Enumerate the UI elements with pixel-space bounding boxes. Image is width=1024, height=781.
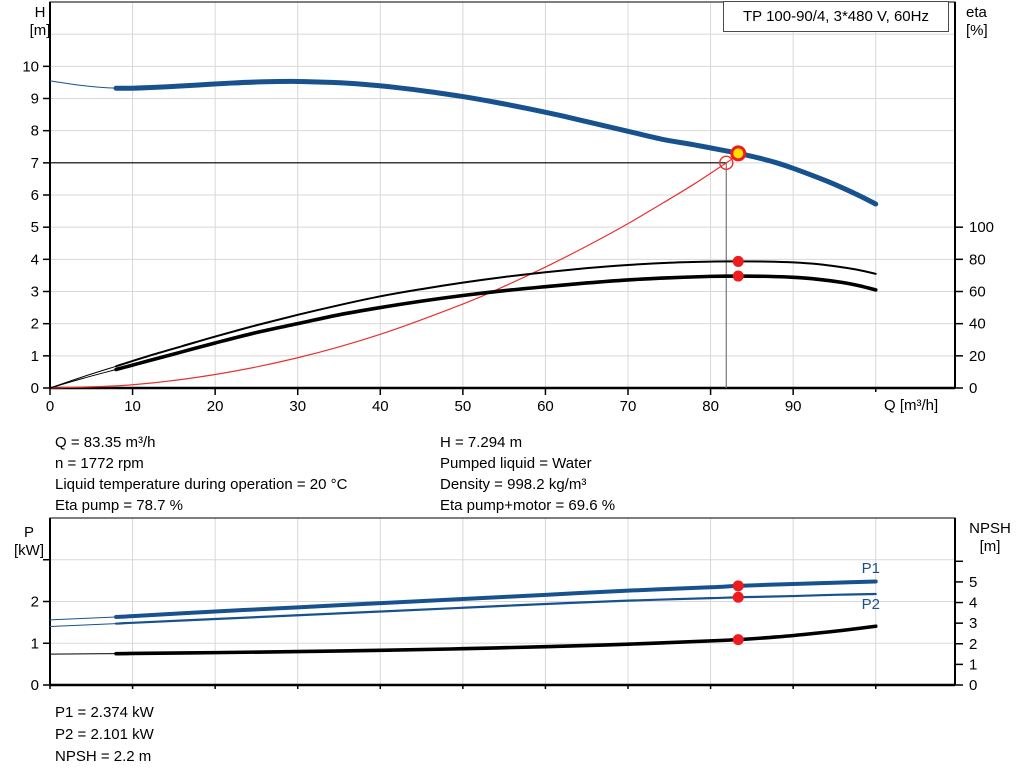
- svg-text:60: 60: [537, 398, 554, 415]
- eta-pump-curve: [115, 260, 877, 368]
- pump-title: TP 100-90/4, 3*480 V, 60Hz: [743, 8, 929, 25]
- svg-text:70: 70: [620, 398, 637, 415]
- svg-text:90: 90: [785, 398, 802, 415]
- svg-text:7: 7: [31, 155, 39, 172]
- head-axis-label: H [m]: [18, 4, 62, 40]
- npsh-point-marker[interactable]: [732, 634, 744, 646]
- pumped-liquid-line: Pumped liquid = Water: [440, 455, 592, 472]
- svg-text:5: 5: [969, 574, 977, 591]
- svg-text:80: 80: [969, 251, 986, 268]
- gridlines: [50, 518, 955, 685]
- p1-point-marker[interactable]: [732, 580, 744, 592]
- power-axis-unit: [kW]: [14, 542, 44, 559]
- eta-axis-unit: [%]: [966, 22, 988, 39]
- operating-data-right: H = 7.294 m Pumped liquid = Water Densit…: [440, 432, 615, 516]
- svg-text:40: 40: [969, 316, 986, 333]
- svg-text:30: 30: [289, 398, 306, 415]
- eta-pump-motor-curve: [114, 274, 878, 372]
- results-block: P1 = 2.374 kW P2 = 2.101 kW NPSH = 2.2 m: [55, 702, 154, 768]
- p1-power-curve: [114, 579, 878, 619]
- p2-value-line: P2 = 2.101 kW: [55, 726, 154, 743]
- head-axis-unit: [m]: [29, 22, 51, 39]
- svg-text:6: 6: [31, 187, 39, 204]
- svg-text:8: 8: [31, 123, 39, 140]
- svg-text:3: 3: [969, 615, 977, 632]
- svg-text:0: 0: [969, 380, 977, 397]
- tick-labels: 0 1 2 0 1 2 3 4 5: [31, 559, 977, 694]
- p2-point-marker[interactable]: [732, 591, 744, 603]
- svg-text:0: 0: [31, 677, 39, 694]
- eta-axis-symbol: eta: [966, 4, 987, 21]
- svg-text:3: 3: [31, 284, 39, 301]
- power-npsh-chart: P1 P2 0 1 2 0 1 2 3 4 5: [31, 517, 977, 694]
- system-curve: [49, 154, 739, 389]
- svg-text:1: 1: [31, 348, 39, 365]
- svg-text:1: 1: [31, 635, 39, 652]
- svg-text:2: 2: [31, 594, 39, 611]
- svg-text:10: 10: [124, 398, 141, 415]
- svg-text:20: 20: [207, 398, 224, 415]
- pump-title-box: TP 100-90/4, 3*480 V, 60Hz: [723, 1, 949, 32]
- svg-text:0: 0: [31, 380, 39, 397]
- p2-power-curve: [114, 592, 877, 625]
- eta-pump-point-marker[interactable]: [732, 255, 744, 267]
- svg-text:100: 100: [969, 219, 994, 236]
- liquid-temp-line: Liquid temperature during operation = 20…: [55, 476, 348, 493]
- eta-pump-motor-curve-lead-in: [49, 369, 117, 389]
- npsh-axis-symbol: NPSH: [969, 520, 1011, 537]
- npsh-curve: [114, 624, 878, 656]
- svg-text:20: 20: [969, 348, 986, 365]
- head-axis-symbol: H: [34, 4, 46, 21]
- svg-text:2: 2: [969, 636, 977, 653]
- pump-head-curve: [113, 78, 879, 207]
- head-efficiency-chart: 0 10 20 30 40 50 60 70 80 90012345678910020406080…: [22, 1, 994, 415]
- eta-axis-label: eta [%]: [966, 4, 1016, 40]
- power-axis-symbol: P: [23, 524, 34, 541]
- svg-text:2: 2: [31, 316, 39, 333]
- svg-text:40: 40: [372, 398, 389, 415]
- svg-text:0: 0: [969, 677, 977, 694]
- curve-label-p2: P2: [862, 596, 880, 613]
- svg-text:4: 4: [31, 251, 39, 268]
- flow-axis-label: Q [m³/h]: [884, 397, 974, 415]
- svg-text:10: 10: [22, 58, 39, 75]
- flow-axis-text: Q [m³/h]: [884, 397, 939, 414]
- svg-text:4: 4: [969, 595, 977, 612]
- density-line: Density = 998.2 kg/m³: [440, 476, 587, 493]
- eta-pump-line: Eta pump = 78.7 %: [55, 497, 183, 514]
- eta-pump-motor-point-marker[interactable]: [732, 270, 744, 282]
- curve-label-p1: P1: [862, 560, 880, 577]
- eta-pump-motor-line: Eta pump+motor = 69.6 %: [440, 497, 616, 514]
- svg-text:50: 50: [455, 398, 472, 415]
- svg-text:0: 0: [46, 398, 54, 415]
- svg-text:60: 60: [969, 284, 986, 301]
- p1-value-line: P1 = 2.374 kW: [55, 704, 154, 721]
- p2-power-curve-lead-in: [49, 623, 117, 628]
- npsh-axis-label: NPSH [m]: [960, 520, 1020, 556]
- pump-head-curve-lead-in: [49, 80, 117, 89]
- duty-point-marker[interactable]: [719, 155, 734, 171]
- npsh-value-line: NPSH = 2.2 m: [55, 748, 152, 765]
- svg-text:9: 9: [31, 91, 39, 108]
- operating-point-marker[interactable]: [730, 145, 747, 162]
- svg-text:5: 5: [31, 219, 39, 236]
- speed-value-line: n = 1772 rpm: [55, 455, 144, 472]
- p1-power-curve-lead-in: [49, 616, 117, 621]
- power-axis-label: P [kW]: [6, 524, 52, 560]
- svg-text:80: 80: [702, 398, 719, 415]
- flow-value-line: Q = 83.35 m³/h: [55, 434, 156, 451]
- svg-text:1: 1: [969, 656, 977, 673]
- head-value-line: H = 7.294 m: [440, 434, 523, 451]
- npsh-axis-unit: [m]: [979, 538, 1001, 555]
- gridlines: [50, 2, 955, 388]
- operating-data-left: Q = 83.35 m³/h n = 1772 rpm Liquid tempe…: [55, 432, 347, 516]
- tick-labels: 0 10 20 30 40 50 60 70 80 90012345678910020406080…: [22, 58, 994, 415]
